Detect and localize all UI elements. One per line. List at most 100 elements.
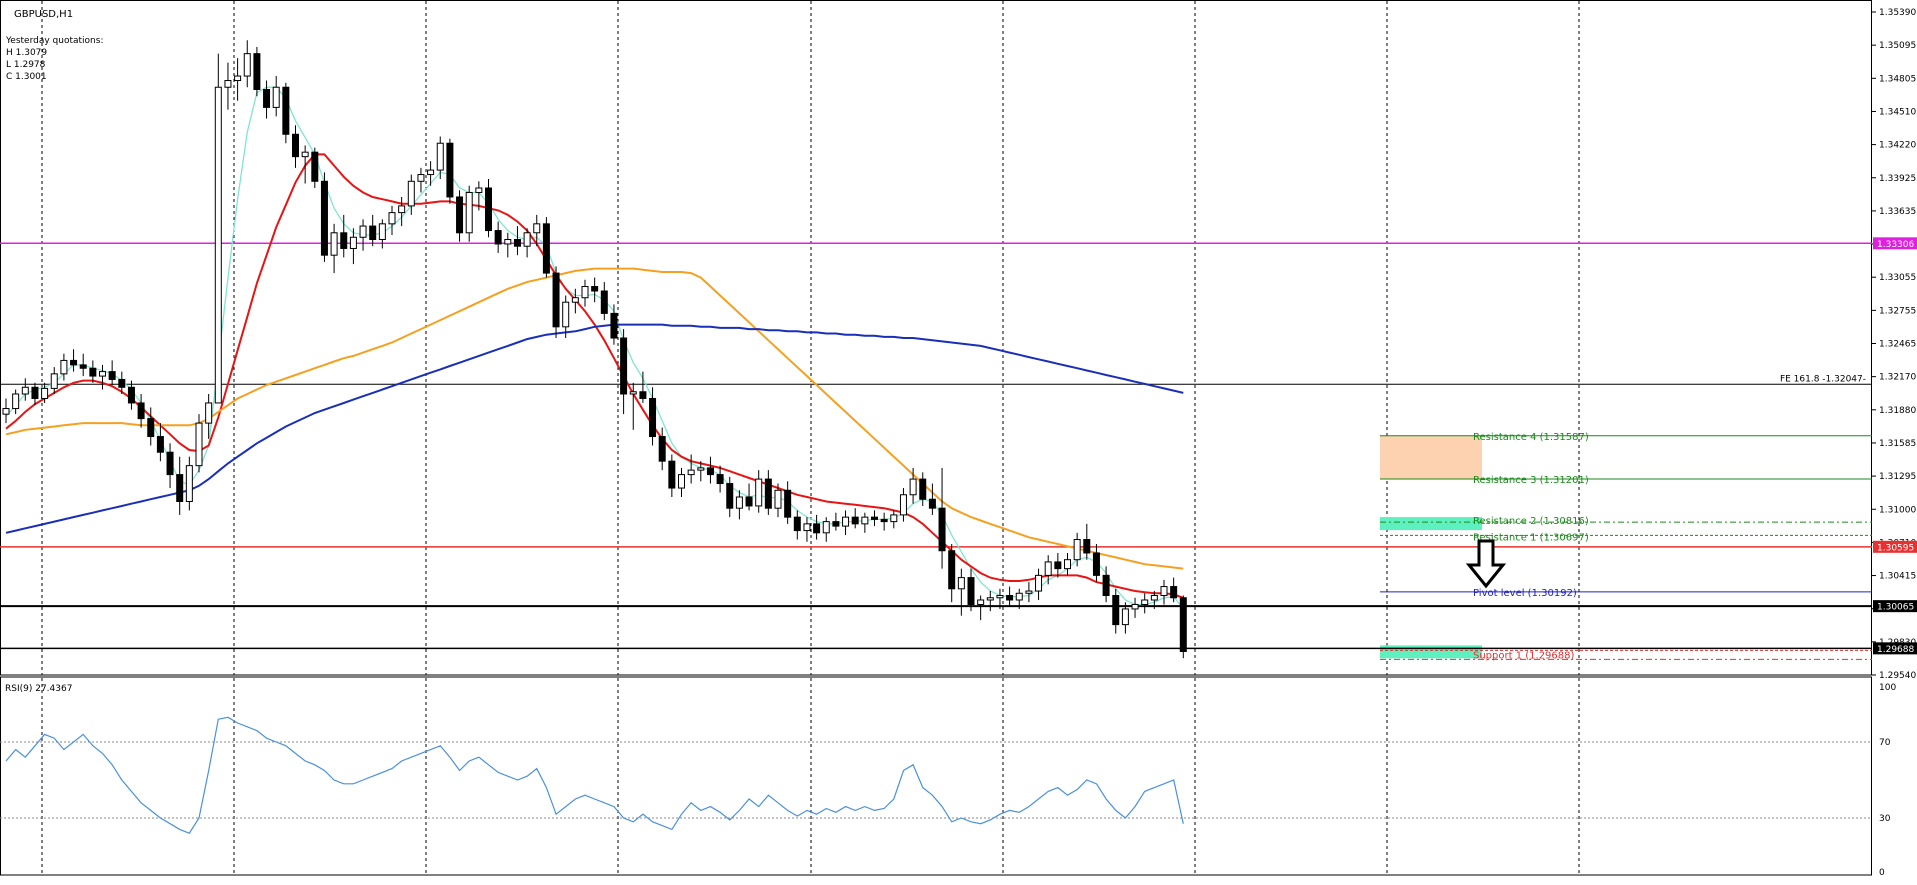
candle-body bbox=[687, 469, 695, 476]
price-tag: 1.30065 bbox=[1873, 600, 1917, 613]
candle-body bbox=[214, 86, 222, 404]
candle-bear bbox=[320, 172, 328, 262]
candle-body bbox=[1112, 595, 1120, 626]
candle-body bbox=[542, 223, 550, 274]
candle-bull bbox=[1141, 593, 1149, 614]
candle-body bbox=[108, 371, 116, 380]
candle-bear bbox=[716, 465, 724, 493]
candle-body bbox=[301, 151, 309, 158]
axis-tick-label: 1.34510 bbox=[1879, 107, 1916, 117]
candle-body bbox=[1073, 539, 1081, 561]
candle-bull bbox=[301, 145, 309, 184]
candle-body bbox=[118, 378, 126, 388]
candle-body bbox=[1150, 595, 1158, 601]
axis-tick-label: 1.33635 bbox=[1879, 207, 1916, 217]
candle-body bbox=[340, 232, 348, 249]
candle-bear bbox=[1179, 595, 1187, 659]
candle-bull bbox=[1131, 597, 1139, 618]
candle-body bbox=[147, 418, 155, 438]
main-panel-frame bbox=[0, 0, 1872, 676]
candle-bull bbox=[977, 595, 985, 621]
down-arrow-shape bbox=[1465, 539, 1507, 589]
candle-bear bbox=[745, 483, 753, 511]
candle-bear bbox=[89, 360, 97, 383]
candle-bear bbox=[928, 483, 936, 515]
candle-body bbox=[311, 151, 319, 182]
candle-bear bbox=[263, 80, 271, 119]
price-tag-text: 1.29688 bbox=[1877, 645, 1914, 655]
resistance-2-zone bbox=[1380, 517, 1482, 531]
candle-bull bbox=[842, 510, 850, 536]
candle-bull bbox=[562, 295, 570, 339]
candle-bear bbox=[649, 387, 657, 446]
candle-body bbox=[1025, 590, 1033, 594]
candle-bear bbox=[485, 179, 492, 238]
candle-body bbox=[475, 187, 483, 193]
price-tag-bg bbox=[1873, 600, 1917, 613]
candle-bull bbox=[957, 568, 965, 616]
candle-body bbox=[378, 223, 386, 241]
candle-body bbox=[581, 286, 589, 299]
candle-body bbox=[890, 514, 898, 523]
candle-bull bbox=[1025, 582, 1033, 603]
candle-body bbox=[349, 236, 357, 249]
candle-body bbox=[407, 180, 415, 207]
candle-body bbox=[253, 53, 261, 90]
candle-bull bbox=[861, 512, 869, 533]
candle-body bbox=[12, 393, 20, 410]
candle-body bbox=[591, 286, 599, 292]
candle-bull bbox=[1160, 579, 1168, 605]
candle-bear bbox=[668, 454, 676, 497]
candle-bear bbox=[813, 514, 821, 540]
candle-body bbox=[977, 599, 985, 605]
candle-body bbox=[41, 387, 49, 399]
candle-body bbox=[764, 478, 772, 509]
candle-bear bbox=[1170, 577, 1178, 603]
candle-bull bbox=[504, 232, 512, 258]
candle-body bbox=[938, 507, 946, 552]
candle-bear bbox=[1112, 588, 1120, 634]
candle-body bbox=[1044, 561, 1052, 576]
candle-body bbox=[513, 239, 521, 247]
candle-bear bbox=[726, 476, 734, 518]
candle-bear bbox=[620, 329, 628, 415]
candle-body bbox=[504, 239, 512, 245]
candle-bear bbox=[793, 510, 801, 540]
price-tag-bg bbox=[1873, 237, 1917, 250]
grid-lines bbox=[0, 0, 1872, 876]
candle-body bbox=[330, 232, 338, 256]
candle-body bbox=[803, 523, 811, 532]
candle-bull bbox=[12, 389, 20, 415]
candle-body bbox=[948, 550, 956, 590]
candle-body bbox=[185, 465, 193, 502]
candle-body bbox=[1179, 597, 1187, 652]
candle-bear bbox=[166, 443, 174, 489]
candle-body bbox=[813, 523, 821, 534]
level-label: Resistance 2 (1.30816) bbox=[1473, 516, 1589, 527]
candle-bull bbox=[571, 288, 579, 314]
candle-body bbox=[99, 371, 106, 377]
candle-body bbox=[427, 169, 435, 176]
candle-bear bbox=[156, 423, 164, 462]
price-tag: 1.33306 bbox=[1873, 237, 1917, 250]
rsi-label: RSI(9) 27.4367 bbox=[5, 684, 72, 694]
candle-body bbox=[320, 180, 328, 256]
candle-body bbox=[1006, 595, 1014, 601]
price-tag: 1.30595 bbox=[1873, 540, 1917, 553]
candle-bull bbox=[1064, 552, 1071, 576]
candle-bear bbox=[639, 371, 647, 403]
candle-bear bbox=[552, 266, 560, 339]
yesterday-label: Yesterday quotations: bbox=[5, 36, 103, 46]
candle-body bbox=[79, 364, 87, 369]
price-tag: 1.29688 bbox=[1873, 642, 1917, 655]
candle-bull bbox=[890, 510, 898, 529]
candle-body bbox=[2, 408, 10, 415]
candle-body bbox=[832, 521, 840, 527]
yesterday-high: H 1.3079 bbox=[6, 48, 47, 58]
candle-body bbox=[899, 494, 907, 516]
axis-tick-label: 1.32755 bbox=[1879, 306, 1916, 316]
candle-body bbox=[822, 521, 830, 534]
candles bbox=[2, 40, 1187, 659]
